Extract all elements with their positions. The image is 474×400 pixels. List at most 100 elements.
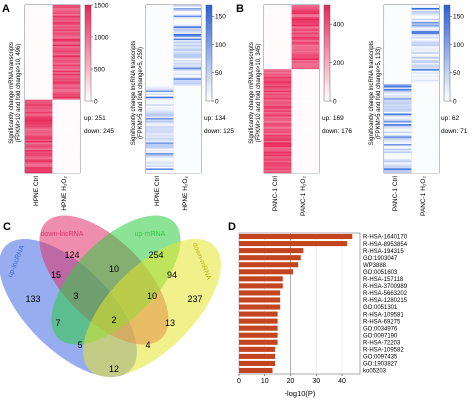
scale-tick-label: 0 bbox=[333, 98, 337, 105]
heatmap-cell bbox=[173, 125, 201, 128]
heatmap-cell bbox=[52, 66, 80, 68]
heatmap-cell bbox=[291, 5, 319, 7]
heatmap-cell bbox=[52, 27, 80, 30]
heatmap-cell bbox=[411, 41, 439, 44]
category-label: R-HSA-3700989 bbox=[363, 284, 408, 290]
heatmap-cell bbox=[25, 98, 53, 100]
heatmap-cells bbox=[25, 5, 80, 174]
heatmap-cell bbox=[146, 79, 174, 82]
venn-set-down-mrna bbox=[83, 239, 221, 377]
heatmap-cell bbox=[52, 140, 80, 143]
heatmap-cell bbox=[384, 46, 412, 48]
scale-swatch bbox=[206, 57, 212, 61]
heatmap-cell bbox=[411, 125, 439, 128]
heatmap-cell bbox=[146, 93, 174, 96]
heatmap-cell bbox=[411, 96, 439, 99]
heatmap-cell bbox=[173, 145, 201, 148]
heatmap-cell bbox=[291, 151, 319, 154]
heatmap-cell bbox=[146, 122, 174, 125]
scale-swatch bbox=[324, 41, 330, 44]
heatmap-cell bbox=[384, 122, 412, 125]
heatmap-cell bbox=[25, 160, 53, 163]
panel-d: D 0 10 20 30 40R-HSA-1640170R-HSA-8953854R-H… bbox=[228, 221, 408, 398]
scale-swatch bbox=[444, 91, 450, 94]
heatmap-cell bbox=[291, 47, 319, 50]
heatmap-cell bbox=[384, 89, 412, 91]
heatmap-cell bbox=[411, 124, 439, 126]
heatmap-cell bbox=[146, 38, 174, 41]
heatmap-cell bbox=[264, 147, 292, 149]
category-label: GO:0097435 bbox=[363, 355, 398, 361]
heatmap-cell bbox=[384, 131, 412, 134]
scale-swatch bbox=[206, 93, 212, 97]
heatmap-cell bbox=[52, 56, 80, 59]
heatmap-cell bbox=[264, 90, 292, 93]
heatmap-cell bbox=[25, 59, 53, 62]
heatmap-cell bbox=[384, 125, 412, 128]
heatmap-cell bbox=[52, 26, 80, 29]
heatmap-cell bbox=[411, 150, 439, 152]
heatmap-cell bbox=[146, 26, 174, 29]
heatmap-cell bbox=[173, 37, 201, 39]
heatmap-cell bbox=[146, 165, 174, 168]
heatmap-cell bbox=[25, 143, 53, 146]
heatmap-cell bbox=[411, 110, 439, 113]
heatmap-cell bbox=[25, 154, 53, 157]
heatmap-cell bbox=[146, 137, 174, 140]
heatmap-cell bbox=[384, 142, 412, 145]
heatmap-cell bbox=[25, 102, 53, 105]
scale-swatch bbox=[444, 74, 450, 78]
scale-swatch bbox=[444, 17, 450, 20]
heatmap-cell bbox=[146, 73, 174, 76]
heatmap-cell bbox=[264, 113, 292, 116]
heatmap-cell bbox=[411, 157, 439, 160]
heatmap-cell bbox=[25, 134, 53, 137]
heatmap-cell bbox=[52, 153, 80, 155]
heatmap-cell bbox=[25, 90, 53, 93]
heatmap-cell bbox=[52, 156, 80, 158]
scale-frame bbox=[205, 4, 213, 102]
heatmap-cell bbox=[173, 75, 201, 77]
heatmap-cell bbox=[173, 44, 201, 47]
heatmap-cell bbox=[52, 166, 80, 169]
heatmap-cell bbox=[25, 171, 53, 174]
heatmap-cell bbox=[25, 70, 53, 73]
heatmap-cell bbox=[291, 11, 319, 13]
heatmap-cell bbox=[25, 41, 53, 44]
heatmap-cell bbox=[146, 76, 174, 79]
heatmap-cell bbox=[411, 85, 439, 88]
heatmap-cell bbox=[25, 116, 53, 119]
scale-swatch bbox=[444, 29, 450, 32]
heatmap-cell bbox=[146, 121, 174, 123]
heatmap-cell bbox=[25, 9, 53, 12]
heatmap-cell bbox=[173, 156, 201, 158]
heatmap-cell bbox=[264, 56, 292, 59]
heatmap-cell bbox=[146, 116, 174, 119]
scale-swatch bbox=[206, 72, 212, 75]
heatmap-cell bbox=[173, 76, 201, 79]
heatmap-cell bbox=[146, 17, 174, 19]
heatmap-cell bbox=[384, 43, 412, 45]
heatmap-cell bbox=[173, 153, 201, 155]
heatmap-cell bbox=[173, 82, 201, 85]
heatmap-cell bbox=[25, 114, 53, 117]
heatmap-cell bbox=[25, 151, 53, 154]
heatmap-cell bbox=[264, 105, 292, 108]
heatmap-cell bbox=[25, 35, 53, 38]
heatmap-cell bbox=[291, 14, 319, 16]
heatmap-cell bbox=[411, 153, 439, 155]
heatmap-cell bbox=[52, 23, 80, 26]
heatmap-cell bbox=[52, 85, 80, 88]
heatmap-cell bbox=[146, 89, 174, 91]
scale-swatch bbox=[206, 67, 212, 70]
down-count: down: 125 bbox=[204, 128, 234, 135]
up-count: up: 251 bbox=[84, 115, 106, 122]
venn-count: 5 bbox=[77, 340, 82, 350]
heatmap-cell bbox=[291, 160, 319, 163]
heatmap-cell bbox=[173, 55, 201, 58]
heatmap-cell bbox=[411, 56, 439, 59]
heatmap-cell bbox=[291, 114, 319, 117]
heatmap-cell bbox=[173, 98, 201, 100]
heatmap-cell bbox=[25, 5, 53, 7]
heatmap-cell bbox=[291, 18, 319, 21]
